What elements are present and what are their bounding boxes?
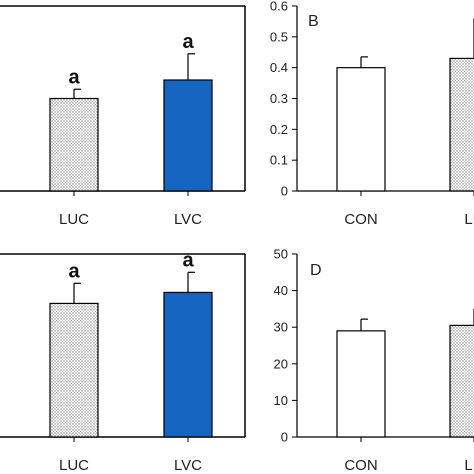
y-tick-label: 10 xyxy=(274,393,288,408)
bar-lu xyxy=(449,324,474,438)
significance-label: a xyxy=(182,31,194,53)
bar-lvc xyxy=(163,79,213,192)
bar-luc xyxy=(49,302,99,438)
y-tick-label: 0 xyxy=(281,430,288,445)
y-tick-label: 0 xyxy=(281,184,288,199)
panel-label: D xyxy=(310,262,322,279)
y-tick-label: 0.1 xyxy=(270,153,288,168)
panel-label: B xyxy=(308,13,319,30)
significance-label: a xyxy=(68,66,80,88)
bar-con xyxy=(336,67,386,192)
bar-con xyxy=(336,330,386,438)
bar-lu xyxy=(449,57,474,192)
x-tick-label: LVC xyxy=(174,211,202,228)
y-tick-label: 0.3 xyxy=(270,91,288,106)
y-tick-label: 50 xyxy=(274,247,288,262)
significance-label: a xyxy=(68,260,80,282)
x-tick-label: LVC xyxy=(174,457,202,474)
x-tick-label: CON xyxy=(344,211,377,228)
y-tick-label: 0.2 xyxy=(270,122,288,137)
bar-lvc xyxy=(163,291,213,438)
x-tick-label: LUC xyxy=(59,457,89,474)
y-tick-label: 40 xyxy=(274,283,288,298)
x-tick-label: LU xyxy=(464,211,474,228)
x-tick-label: LUC xyxy=(59,211,89,228)
significance-label: a xyxy=(182,249,194,271)
y-tick-label: 30 xyxy=(274,320,288,335)
y-tick-label: 0.6 xyxy=(270,0,288,14)
y-tick-label: 20 xyxy=(274,356,288,371)
y-tick-label: 0.4 xyxy=(270,60,288,75)
y-tick-label: 0.5 xyxy=(270,29,288,44)
x-tick-label: CON xyxy=(344,457,377,474)
bar-luc xyxy=(49,97,99,192)
x-tick-label: LU xyxy=(464,457,474,474)
